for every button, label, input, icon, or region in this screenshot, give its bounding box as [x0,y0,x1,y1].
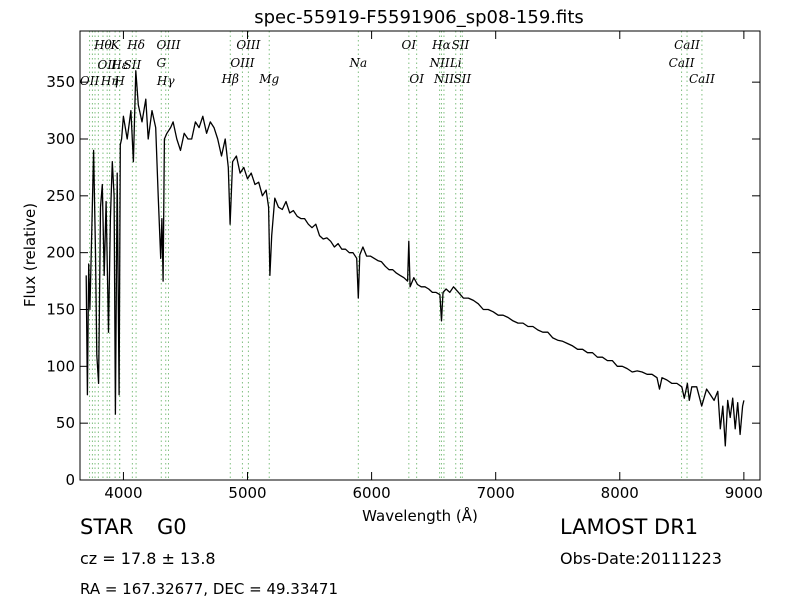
spectral-line-label: Hγ [156,74,175,88]
ra-dec-coords: RA = 167.32677, DEC = 49.33471 [80,580,338,598]
spectral-line-label: OIII [236,38,260,52]
spectral-line-label: CaII [674,38,700,52]
spectral-line-markers [89,31,703,480]
spectral-line-label: Na [349,56,368,70]
x-axis-label: Wavelength (Å) [362,506,478,525]
spectral-line-labels: OIIHθOIIHηKHHεSIIHδGHγOIIIHβOIIIOIIIMgNa… [80,38,715,88]
spectral-line-label: Hθ [93,38,112,52]
spectral-line-label: OII [98,58,118,72]
y-tick-label: 300 [46,130,75,148]
survey-name: LAMOST DR1 [560,515,698,539]
spectral-line-label: OI [409,72,424,86]
spectral-line-label: OIII [230,56,254,70]
x-axis-ticks: 4000 5000 6000 7000 8000 9000 [104,31,763,502]
y-tick-label: 100 [46,357,75,375]
x-tick-label: 4000 [104,484,142,502]
x-tick-label: 6000 [353,484,391,502]
spectral-line-label: CaII [689,72,715,86]
x-tick-label: 5000 [228,484,266,502]
object-subclass: G0 [157,515,187,539]
spectral-line-label: Li [449,56,462,70]
spectral-line-label: Hε [110,58,128,72]
spectral-line-label: OIII [156,38,180,52]
spectral-line-label: Mg [258,72,279,86]
spectrum-series [85,70,745,447]
spectral-line-label: NII [429,56,450,70]
spectral-line-label: SII [124,58,142,72]
x-tick-label: 7000 [477,484,515,502]
y-tick-label: 200 [46,244,75,262]
spectral-line-label: G [156,56,166,70]
redshift-cz: cz = 17.8 ± 13.8 [80,549,216,568]
y-tick-label: 150 [46,300,75,318]
plot-frame [79,30,761,481]
spectral-line-label: Hβ [221,72,239,86]
spectral-line-label: Hη [100,74,119,88]
x-tick-label: 9000 [725,484,763,502]
y-tick-label: 250 [46,187,75,205]
spectral-line-label: Hα [431,38,451,52]
spectral-line-label: OII [80,74,100,88]
spectral-line-label: SII [452,38,470,52]
spectral-line-label: K [110,38,121,52]
y-axis-ticks: 0 50 100 150 200 250 300 350 [46,73,760,489]
spectral-line-label: CaII [669,56,695,70]
spectral-line-label: OI [402,38,417,52]
chart-title: spec-55919-F5591906_sp08-159.fits [254,7,584,28]
spectral-line-label: H [113,74,125,88]
object-class: STAR [80,515,133,539]
spectral-line-label: SII [453,72,471,86]
y-axis-label: Flux (relative) [21,203,39,307]
y-tick-label: 0 [65,471,75,489]
spectrum-line [85,70,745,447]
x-tick-label: 8000 [601,484,639,502]
spectral-line-label: Hδ [126,38,145,52]
observation-date: Obs-Date:20111223 [560,549,722,568]
spectral-line-label: NII [433,72,454,86]
y-tick-label: 50 [56,414,75,432]
y-tick-label: 350 [46,73,75,91]
